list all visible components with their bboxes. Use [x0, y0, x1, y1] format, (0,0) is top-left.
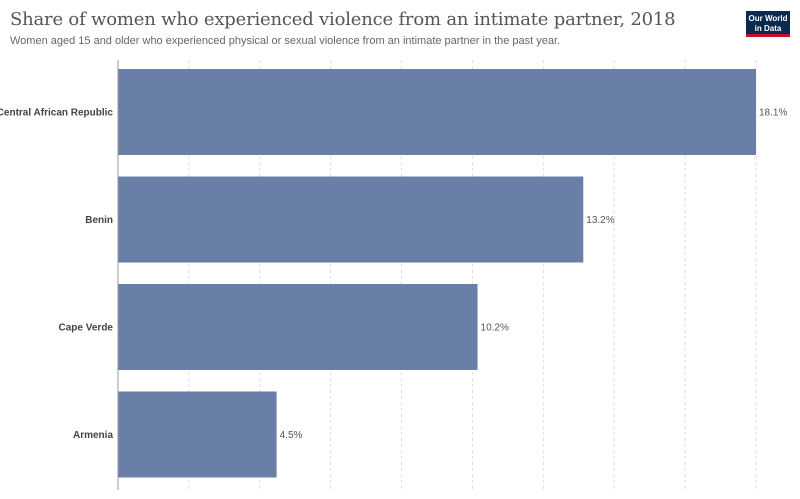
value-labels: 18.1% 13.2% 10.2% 4.5% — [280, 108, 788, 442]
chart-subtitle: Women aged 15 and older who experienced … — [10, 35, 561, 47]
logo-line-1: Our World — [748, 14, 788, 23]
logo-line-2: in Data — [754, 23, 782, 33]
bar[interactable] — [118, 176, 584, 263]
bar[interactable] — [118, 284, 478, 370]
bar[interactable] — [118, 391, 277, 478]
bars — [118, 69, 756, 478]
value-label: 4.5% — [280, 430, 303, 441]
value-label: 18.1% — [759, 108, 787, 119]
category-label: Central African Republic — [0, 108, 113, 119]
chart-title: Share of women who experienced violence … — [10, 9, 676, 30]
category-label: Benin — [85, 215, 113, 226]
category-label: Armenia — [73, 430, 113, 441]
bar[interactable] — [118, 69, 756, 155]
value-label: 13.2% — [586, 215, 614, 226]
category-labels: Central African Republic Benin Cape Verde A… — [0, 108, 113, 442]
value-label: 10.2% — [481, 323, 509, 334]
owid-logo[interactable]: Our World in Data — [746, 11, 790, 37]
category-label: Cape Verde — [59, 323, 114, 334]
